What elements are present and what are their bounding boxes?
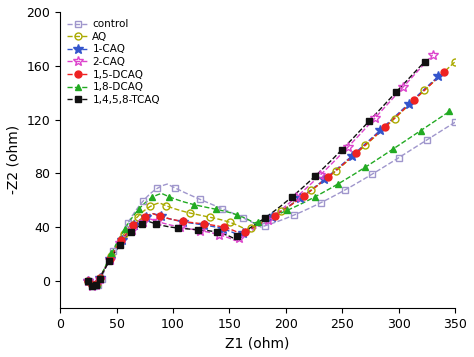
Y-axis label: -Z2 (ohm): -Z2 (ohm) — [7, 125, 21, 195]
Legend: control, AQ, 1-CAQ, 2-CAQ, 1,5-DCAQ, 1,8-DCAQ, 1,4,5,8-TCAQ: control, AQ, 1-CAQ, 2-CAQ, 1,5-DCAQ, 1,8… — [65, 17, 162, 107]
X-axis label: Z1 (ohm): Z1 (ohm) — [226, 336, 290, 350]
